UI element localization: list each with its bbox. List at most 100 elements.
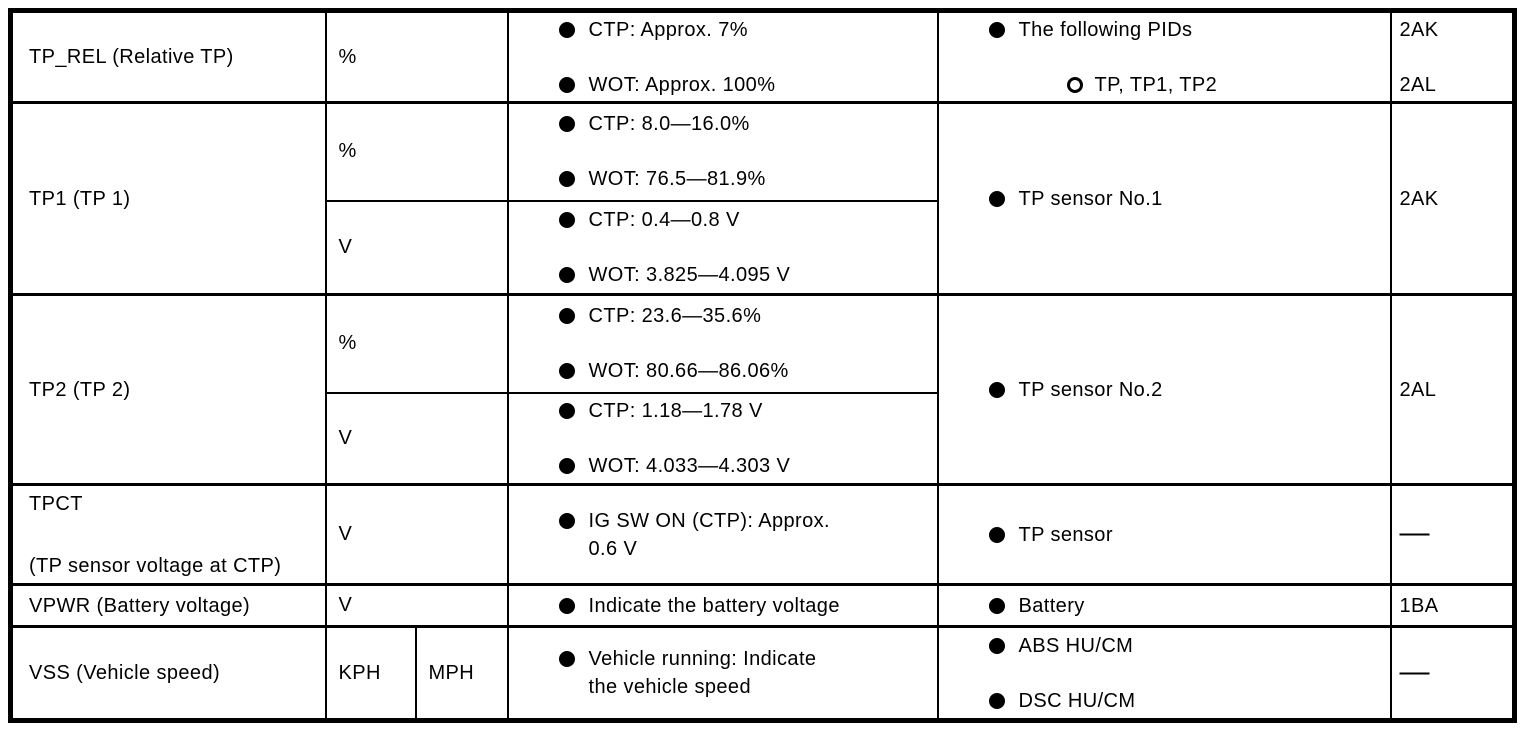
pid-name-label: VSS (Vehicle speed): [29, 662, 221, 684]
dash-label: —: [1399, 516, 1430, 549]
bullet-icon: [558, 308, 575, 325]
cell-vss-code: —: [1389, 625, 1516, 722]
code-label: 2AK: [1399, 18, 1439, 41]
list-item: TP sensor No.2: [988, 376, 1389, 404]
bullet-icon: [558, 651, 575, 667]
table-row-vss: VSS (Vehicle speed) KPH MPH Vehicle runn…: [9, 625, 1516, 722]
list-item: CTP: Approx. 7%: [558, 16, 936, 44]
list-item: WOT: 80.66—86.06%: [558, 357, 936, 385]
list-item: WOT: 4.033—4.303 V: [558, 452, 936, 480]
unit-label: %: [338, 140, 357, 163]
dash-label: —: [1399, 654, 1430, 688]
list-item: CTP: 1.18—1.78 V: [558, 397, 936, 425]
cell-tp-rel-unit: %: [324, 9, 509, 104]
code-label: 2AL: [1399, 73, 1437, 96]
value-text: Indicate the battery voltage: [588, 594, 840, 617]
value-line: IG SW ON (CTP): Approx.: [588, 509, 830, 532]
cell-tp-rel-remarks: The following PIDs TP, TP1, TP2: [936, 9, 1392, 104]
remark-text: TP sensor: [1018, 523, 1113, 546]
code-label: 2AL: [1399, 378, 1437, 401]
value-line: the vehicle speed: [588, 676, 751, 698]
bullet-icon: [558, 76, 575, 93]
table-row-vpwr: VPWR (Battery voltage) V Indicate the ba…: [9, 583, 1516, 628]
cell-tp2-name: TP2 (TP 2): [9, 293, 327, 486]
pid-name-label: TP2 (TP 2): [29, 378, 131, 401]
list-item: DSC HU/CM: [988, 687, 1389, 715]
list-item: TP sensor No.1: [988, 185, 1389, 213]
cell-tp2-remarks: TP sensor No.2: [936, 293, 1392, 486]
unit-label: V: [338, 523, 353, 545]
list-item: WOT: Approx. 100%: [558, 71, 936, 99]
list-item: Indicate the battery voltage: [558, 592, 936, 620]
cell-tpct-name: TPCT (TP sensor voltage at CTP): [9, 483, 327, 586]
bullet-icon: [988, 526, 1005, 543]
unit-label: %: [338, 45, 357, 68]
cell-tp-rel-name: TP_REL (Relative TP): [9, 9, 327, 104]
value-text: CTP: 1.18—1.78 V: [588, 399, 763, 422]
pid-name-label: (TP sensor voltage at CTP): [29, 554, 282, 577]
table-row-tpct: TPCT (TP sensor voltage at CTP) V IG SW …: [9, 483, 1516, 586]
unit-label: V: [338, 594, 353, 616]
list-item: CTP: 8.0—16.0%: [558, 110, 936, 138]
value-line: Vehicle running: Indicate: [588, 648, 817, 670]
pid-name-label: TP1 (TP 1): [29, 187, 131, 210]
cell-tp1-percent-values: CTP: 8.0—16.0% WOT: 76.5—81.9%: [506, 101, 939, 202]
bullet-icon: [988, 21, 1005, 38]
cell-vss-unit-mph: MPH: [414, 625, 509, 722]
bullet-icon: [988, 381, 1005, 398]
bullet-icon: [558, 21, 575, 38]
unit-label: V: [338, 426, 353, 449]
bullet-icon: [988, 637, 1005, 654]
cell-tp1-unit-volt: V: [324, 199, 509, 296]
value-text: WOT: 3.825—4.095 V: [588, 263, 791, 286]
remark-sub-text: TP, TP1, TP2: [1094, 73, 1218, 96]
bullet-icon: [558, 266, 575, 283]
list-item: WOT: 76.5—81.9%: [558, 165, 936, 193]
bullet-icon: [558, 402, 575, 419]
bullet-icon: [988, 597, 1005, 614]
cell-tp1-code: 2AK: [1389, 101, 1516, 296]
cell-tp1-unit-percent: %: [324, 101, 509, 202]
bullet-icon: [558, 512, 575, 529]
list-item: Vehicle running: Indicate the vehicle sp…: [558, 645, 936, 701]
bullet-icon: [558, 211, 575, 228]
bullet-icon: [558, 171, 575, 188]
remark-text: TP sensor No.2: [1018, 378, 1163, 401]
cell-tp2-volt-values: CTP: 1.18—1.78 V WOT: 4.033—4.303 V: [506, 391, 939, 486]
pid-name-label: TP_REL (Relative TP): [29, 46, 234, 68]
cell-tp2-unit-percent: %: [324, 293, 509, 394]
value-text: WOT: Approx. 100%: [588, 73, 776, 96]
value-text: WOT: 76.5—81.9%: [588, 168, 766, 191]
list-item: CTP: 0.4—0.8 V: [558, 206, 936, 234]
table-row-tp2-volt: V CTP: 1.18—1.78 V WOT: 4.033—4.303 V: [11, 391, 1515, 486]
value-text: CTP: 0.4—0.8 V: [588, 208, 740, 231]
remark-text: TP sensor No.1: [1018, 187, 1163, 210]
remark-text: The following PIDs: [1018, 18, 1193, 41]
cell-vpwr-code: 1BA: [1389, 583, 1516, 628]
list-item: IG SW ON (CTP): Approx. 0.6 V: [558, 507, 936, 563]
bullet-icon: [558, 363, 575, 380]
remark-text: ABS HU/CM: [1018, 634, 1134, 657]
unit-label: V: [338, 235, 353, 258]
list-item: TP sensor: [988, 521, 1389, 549]
unit-label: %: [338, 332, 357, 355]
cell-tpct-values: IG SW ON (CTP): Approx. 0.6 V: [506, 483, 939, 586]
value-text: CTP: Approx. 7%: [588, 18, 748, 41]
value-line: 0.6 V: [588, 537, 638, 560]
value-text: CTP: 8.0—16.0%: [588, 113, 750, 136]
value-text: Vehicle running: Indicate the vehicle sp…: [589, 645, 817, 701]
cell-vpwr-values: Indicate the battery voltage: [506, 583, 939, 628]
cell-tp1-volt-values: CTP: 0.4—0.8 V WOT: 3.825—4.095 V: [506, 199, 939, 296]
cell-tpct-unit: V: [324, 483, 509, 586]
value-text: WOT: 80.66—86.06%: [588, 360, 789, 383]
cell-tp2-percent-values: CTP: 23.6—35.6% WOT: 80.66—86.06%: [506, 293, 939, 394]
bullet-icon: [988, 692, 1005, 709]
bullet-icon: [988, 190, 1005, 207]
cell-tp-rel-code: 2AK 2AL: [1389, 9, 1516, 104]
cell-tp1-remarks: TP sensor No.1: [936, 101, 1392, 296]
cell-tpct-code: —: [1389, 483, 1516, 586]
pid-name-label: VPWR (Battery voltage): [29, 594, 251, 617]
bullet-icon: [558, 597, 575, 614]
code-label: 1BA: [1399, 594, 1439, 617]
hollow-circle-icon: [1066, 76, 1083, 93]
